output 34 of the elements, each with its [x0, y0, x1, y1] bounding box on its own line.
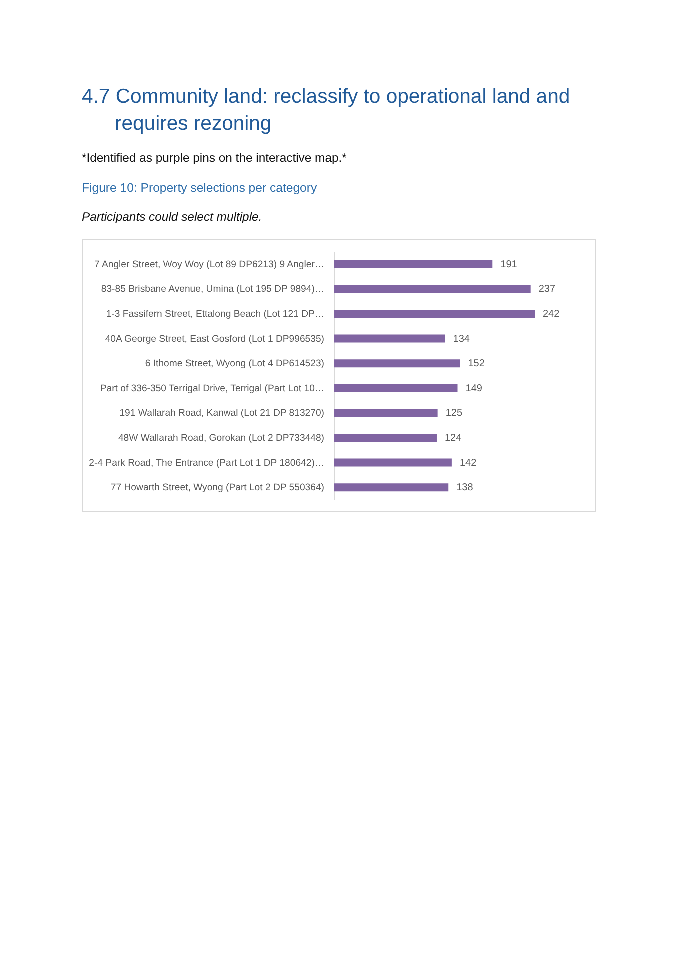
data-label: 191 — [500, 259, 518, 270]
y-tick-label: 7 Angler Street, Woy Woy (Lot 89 DP6213) 9 Angler… — [94, 259, 324, 270]
bar — [334, 409, 438, 418]
data-label: 125 — [446, 408, 463, 420]
data-label: 242 — [543, 309, 560, 320]
data-label: 149 — [466, 383, 483, 394]
data-label: 237 — [538, 284, 556, 296]
y-tick-label: 1-3 Fassifern Street, Ettalong Beach (Lot 121 DP… — [106, 309, 324, 320]
y-tick-label: 40A George Street, East Gosford (Lot 1 DP996535) — [105, 334, 324, 345]
chart-title: 4.7 Community land: reclassify to operational land and requires rezoning — [82, 85, 572, 137]
y-tick-label: 48W Wallarah Road, Gorokan (Lot 2 DP733448) — [118, 433, 324, 444]
bar — [334, 458, 452, 467]
text: Participants could select multiple. — [82, 210, 262, 224]
y-tick-label: 83-85 Brisbane Avenue, Umina (Lot 195 DP 9894)… — [101, 284, 324, 296]
y-tick-label: 77 Howarth Street, Wyong (Part Lot 2 DP 550364) — [110, 482, 324, 494]
data-label: 142 — [460, 458, 478, 469]
bar — [334, 285, 531, 294]
data-label: 138 — [456, 482, 474, 494]
bar — [334, 360, 460, 368]
bar — [334, 310, 535, 318]
y-tick-label: 2-4 Park Road, The Entrance (Part Lot 1 DP 180642)… — [89, 458, 324, 469]
text: *Identified as purple pins on the interactive map.* — [82, 151, 347, 165]
bar — [334, 484, 449, 492]
y-tick-label: 191 Wallarah Road, Kanwal (Lot 21 DP 813270) — [120, 408, 324, 420]
data-label: 152 — [468, 358, 486, 370]
data-label: 134 — [453, 334, 470, 345]
bar — [334, 260, 493, 268]
y-tick-label: 6 Ithome Street, Wyong (Lot 4 DP614523) — [145, 358, 324, 370]
data-label: 124 — [444, 433, 462, 444]
bar — [334, 434, 437, 442]
text: Figure 10: Property selections per category — [82, 181, 318, 195]
bar — [334, 384, 458, 392]
y-tick-label: Part of 336-350 Terrigal Drive, Terrigal (Part Lot 10… — [100, 383, 324, 394]
bar — [334, 334, 446, 343]
